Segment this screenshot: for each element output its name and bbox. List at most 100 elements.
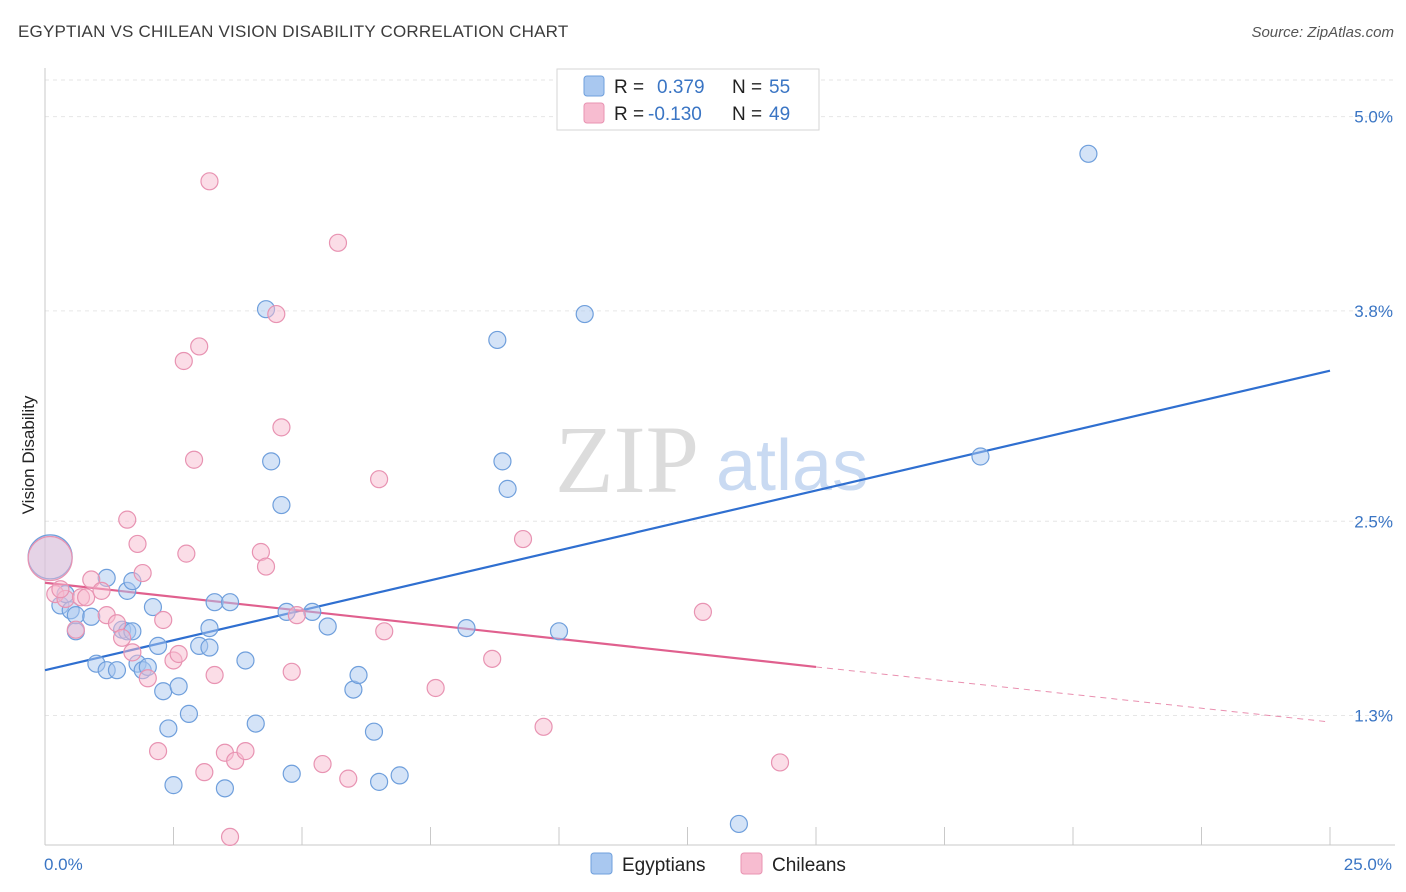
chileans-point [267,304,286,324]
chileans-point [92,581,111,600]
chileans-point [123,643,142,662]
egyptians-point [200,638,219,657]
chileans-point [190,337,209,356]
x-tick-label-max: 25.0% [1344,855,1392,874]
legend-r-label-chileans: R = [614,104,644,125]
chileans-point [154,610,173,630]
egyptians-point [205,593,224,612]
chileans-point [138,669,157,688]
egyptians-point [488,330,507,350]
egyptians-point [729,814,749,834]
trend-line-chileans-extension [815,666,1331,723]
egyptians-point [159,719,178,738]
egyptians-point [1079,144,1098,163]
chileans-point [118,510,137,529]
watermark-atlas: atlas [716,426,868,506]
chileans-point [256,557,276,576]
watermark: ZIP atlas [555,406,868,513]
chileans-point [426,678,445,698]
egyptians-point [370,772,389,791]
egyptians-point [82,607,101,626]
trend-line-egyptians [44,369,1331,672]
egyptians-point [493,452,512,471]
y-tick-label: 5.0% [1354,108,1393,127]
chileans-point [236,742,255,761]
egyptians-points [27,144,1098,834]
legend-n-label-egyptians: N = [732,77,762,98]
bottom-legend-swatch-egyptians [590,852,613,875]
chileans-point [27,535,73,582]
egyptians-point [262,452,281,471]
chileans-point [51,580,70,599]
egyptians-point [164,776,183,795]
y-axis-label: Vision Disability [19,395,38,514]
y-tick-label: 3.8% [1354,302,1393,321]
chileans-point [220,827,240,847]
legend-n-value-chileans: 49 [769,104,790,125]
egyptians-point [971,447,990,466]
chileans-point [272,418,291,437]
legend-swatch-chileans [583,102,605,124]
chileans-point [82,570,101,589]
egyptians-point [457,618,476,638]
trend-line-chileans [44,581,817,669]
chileans-point [770,753,790,772]
chileans-point [148,742,168,761]
chileans-point [66,620,85,639]
egyptians-point [215,779,234,798]
chileans-point [313,754,332,774]
watermark-zip: ZIP [555,406,699,513]
chileans-point [177,544,196,563]
egyptians-point [236,651,255,670]
axes [44,68,1395,846]
chileans-point [169,644,188,664]
egyptians-point [220,593,240,612]
chileans-point [128,534,147,554]
egyptians-point [200,618,219,638]
x-tick-label-min: 0.0% [44,855,83,874]
egyptians-point [575,304,594,324]
bottom-legend-swatch-chileans [740,852,763,875]
egyptians-point [549,622,569,641]
y-tick-labels: 1.3% 2.5% 3.8% 5.0% [1354,108,1393,726]
chileans-point [133,563,152,583]
source-credit: Source: ZipAtlas.com [1251,24,1394,41]
trend-lines [44,369,1331,723]
egyptians-point [169,677,188,696]
egyptians-point [390,766,409,785]
chileans-point [205,665,224,685]
egyptians-point [282,764,301,783]
legend-r-label-egyptians: R = [614,77,644,98]
chileans-point [77,588,96,607]
chileans-point [200,172,219,191]
chileans-point [195,763,214,782]
chileans-point [513,529,533,549]
bottom-legend-label-egyptians: Egyptians [622,855,705,876]
egyptians-point [272,495,291,515]
chileans-point [328,233,348,252]
egyptians-point [179,704,199,723]
chileans-point [375,622,394,641]
chileans-point [534,717,553,736]
egyptians-point [143,597,163,617]
chileans-point [282,662,301,681]
y-tick-label: 1.3% [1354,707,1393,726]
grid-lines [45,79,1395,716]
egyptians-point [246,714,265,733]
legend-r-value-egyptians: 0.379 [657,77,705,98]
egyptians-point [154,682,173,701]
correlation-legend: R = 0.379 N = 55 R = -0.130 N = 49 [556,68,820,131]
chileans-point [184,450,204,469]
egyptians-point [303,602,322,622]
legend-swatch-egyptians [583,75,605,97]
egyptians-point [364,722,384,741]
chileans-point [339,769,358,788]
legend-r-value-chileans: -0.130 [648,104,702,125]
chileans-point [693,602,713,622]
y-tick-label: 2.5% [1354,512,1393,531]
chileans-point [112,628,132,647]
chileans-point [483,649,502,668]
chart-title: EGYPTIAN VS CHILEAN VISION DISABILITY CO… [18,22,569,41]
legend-n-label-chileans: N = [732,104,762,125]
series-legend: Egyptians Chileans [590,852,846,876]
